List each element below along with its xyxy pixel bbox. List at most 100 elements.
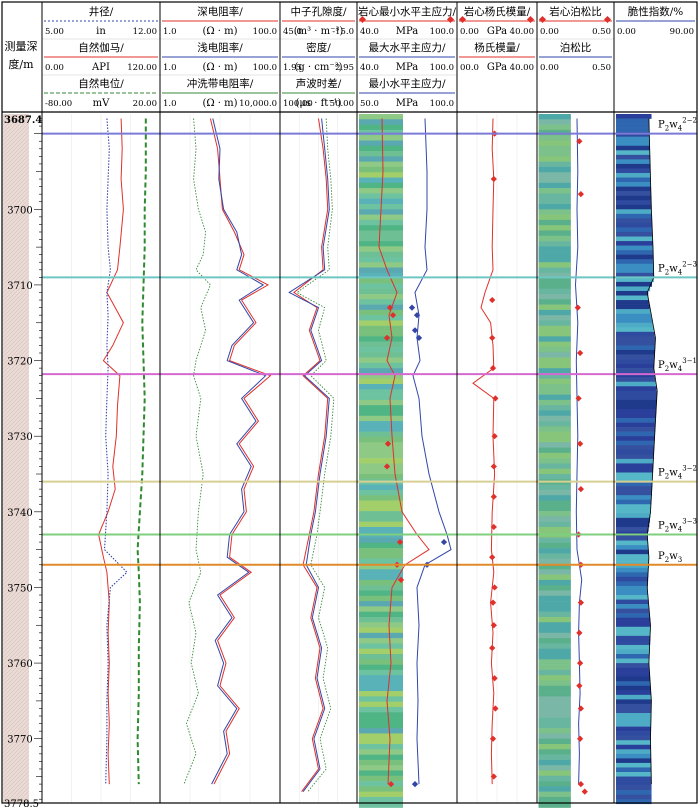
core-sample-point <box>408 304 416 311</box>
header-unit: mV <box>93 98 110 109</box>
header-max: 40.00 <box>510 63 534 73</box>
header-unit: in <box>96 26 106 37</box>
depth-title-line1: 测量深 <box>5 40 38 53</box>
series-line-blue <box>288 118 330 792</box>
header-unit: MPa <box>396 62 419 73</box>
header-curve-name: 中子孔隙度/ <box>290 5 346 18</box>
core-sample-point <box>489 735 497 742</box>
core-sample-point <box>383 334 391 341</box>
zone-label: P2w3 <box>658 551 682 564</box>
core-sample-point <box>577 191 585 198</box>
depth-bottom-label: 3778.5 <box>4 799 39 809</box>
depth-tick-label: 3770 <box>7 735 32 746</box>
header-curve-name: 深电阻率/ <box>197 5 243 18</box>
series-line-blue <box>211 118 267 785</box>
brittleness-fill <box>616 114 658 805</box>
core-sample-point <box>384 440 392 447</box>
series-line-red <box>293 118 329 792</box>
header-unit: (g · cm⁻³) <box>294 62 342 73</box>
series-line-green-dash <box>136 118 147 785</box>
log-tracks: 3700 3710 3720 3730 3740 3750 3760 3770 3687.4 37… <box>3 114 697 809</box>
zone-label: P2w43−1 <box>658 357 697 373</box>
series-line-blue-dot <box>103 118 128 785</box>
core-sample-point <box>415 334 423 341</box>
header-unit: MPa <box>396 98 419 109</box>
header-min: 0.00 <box>460 27 479 37</box>
header-max: 100.0 <box>430 27 454 37</box>
core-sample-point <box>492 395 499 402</box>
depth-tick-label: 3750 <box>7 583 32 594</box>
header-unit: MPa <box>396 26 419 37</box>
zone-label: P2w43−2 <box>658 465 697 481</box>
core-sample-point <box>413 312 421 319</box>
series-line-red <box>209 118 272 785</box>
header-max: 40.00 <box>510 27 534 37</box>
header-curve-name: 杨氏模量/ <box>474 41 520 54</box>
header-curve-name: 岩心泊松比 <box>549 5 602 18</box>
header-unit: (Ω · m) <box>202 26 237 37</box>
core-sample-point <box>577 659 584 667</box>
header-unit: (μs · ft⁻¹) <box>296 98 342 109</box>
core-sample-point <box>389 312 397 319</box>
header-min: 00.0 <box>460 63 479 73</box>
core-sample-point <box>383 463 391 470</box>
header-unit: GPa <box>487 26 507 37</box>
header-max: 0.50 <box>592 63 611 73</box>
core-sample-point <box>577 599 585 606</box>
zone-label: P2w42−2 <box>658 117 697 133</box>
core-sample-point <box>411 780 419 788</box>
header-max: 2.95 <box>335 63 354 73</box>
core-sample-point <box>490 493 497 500</box>
header-max: -15.0 <box>332 27 354 37</box>
header-min: -80.00 <box>45 99 72 109</box>
poisson-fill <box>538 114 571 808</box>
marker-diamond <box>446 15 455 24</box>
depth-top-label: 3687.4 <box>4 115 42 126</box>
header-min: 100.00 <box>283 99 313 109</box>
header-curve-name: 冲洗带电阻率/ <box>187 77 254 90</box>
marker-diamond <box>458 15 467 24</box>
marker-diamond <box>538 15 547 24</box>
header-curve-name: 岩心杨氏模量/ <box>464 5 531 18</box>
marker-diamond <box>358 15 367 24</box>
header-curve-name: 自然电位/ <box>78 77 124 90</box>
header-max: 120.00 <box>127 63 157 73</box>
header-curve-name: 密度/ <box>306 41 331 54</box>
header-max: 100.0 <box>253 27 277 37</box>
core-sample-point <box>491 675 498 682</box>
depth-tick-label: 3710 <box>7 281 32 292</box>
marker-diamond <box>603 15 612 24</box>
depth-tick-label: 3730 <box>7 432 32 443</box>
core-sample-point <box>577 735 584 742</box>
header-curve-name: 自然伽马/ <box>78 41 124 54</box>
core-sample-point <box>489 365 497 372</box>
header-min: 40.0 <box>360 63 379 73</box>
zone-label: P2w42−3 <box>658 260 697 276</box>
header-max: 100.0 <box>430 99 454 109</box>
header-min: 5.00 <box>45 27 64 37</box>
header-unit: API <box>91 62 110 73</box>
core-sample-point <box>574 304 581 311</box>
header-unit: (Ω · m) <box>202 98 237 109</box>
core-sample-point <box>489 599 497 606</box>
core-sample-point <box>581 788 588 795</box>
core-sample-point <box>577 486 585 493</box>
zone-label: P2w43−3 <box>658 518 697 534</box>
core-sample-point <box>397 576 405 583</box>
core-sample-point <box>440 538 448 546</box>
core-sample-point <box>387 780 395 788</box>
core-sample-point <box>491 433 498 440</box>
series-line-red <box>472 118 496 785</box>
core-sample-point <box>490 175 497 183</box>
header-min: 1.0 <box>163 63 177 73</box>
header-min: 0.00 <box>45 63 64 73</box>
header-curve-name: 脆性指数/% <box>628 5 684 18</box>
header-min: 0.00 <box>540 63 559 73</box>
header-curve-name: 井径/ <box>89 5 114 18</box>
core-sample-point <box>386 304 394 311</box>
header-max: 10,000.0 <box>239 99 277 109</box>
header-max: 20.00 <box>133 99 157 109</box>
